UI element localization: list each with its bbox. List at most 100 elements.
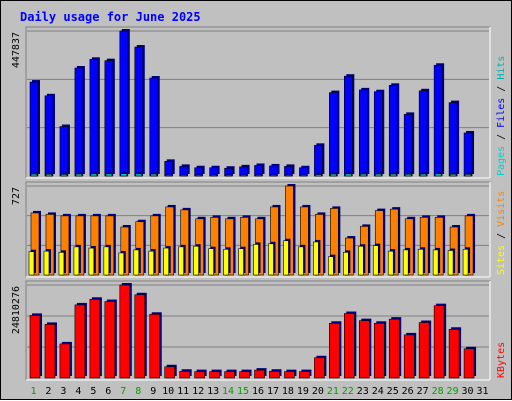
bar-sites — [253, 242, 261, 276]
bar-kbytes — [314, 355, 327, 379]
bar-sites — [103, 244, 111, 276]
legend-item: Hits — [496, 56, 507, 86]
bar-sites — [148, 249, 156, 276]
x-tick-label: 17 — [267, 386, 279, 397]
bars-kbytes — [29, 283, 477, 379]
bar-pages — [315, 172, 324, 177]
bar-kbytes — [29, 313, 42, 379]
bar-kbytes — [224, 369, 237, 379]
x-tick-label: 9 — [150, 386, 156, 397]
bar-sites — [283, 238, 291, 276]
legend-item: Sites — [496, 245, 507, 275]
x-tick-label: 6 — [105, 386, 111, 397]
bar-kbytes — [209, 369, 222, 379]
bar-kbytes — [239, 369, 252, 379]
bar-files — [134, 45, 145, 177]
bar-pages — [105, 171, 114, 177]
chart-title: Daily usage for June 2025 — [20, 10, 201, 24]
bar-kbytes — [74, 302, 87, 379]
x-axis-labels: 1 2 3 4 5 6 7 8 9 10 11 12 13 14 15 16 17 18 19 20 21 22 23 24 2… — [30, 386, 488, 397]
bar-sites — [118, 250, 126, 276]
bar-pages — [404, 172, 414, 177]
x-tick-label: 4 — [75, 386, 81, 397]
bar-visits — [434, 215, 446, 276]
bar-sites — [447, 248, 456, 276]
legend-item: / — [496, 233, 507, 245]
bar-kbytes — [284, 369, 297, 379]
bar-pages — [285, 173, 294, 177]
bar-pages — [135, 171, 144, 177]
bar-sites — [223, 247, 231, 276]
bar-files — [388, 83, 400, 177]
bar-kbytes — [403, 332, 417, 379]
bar-kbytes — [358, 318, 372, 379]
bar-visits — [270, 204, 281, 276]
x-tick-label: 11 — [177, 386, 189, 397]
bar-files — [358, 87, 370, 177]
bar-sites — [298, 244, 306, 276]
x-tick-label: 18 — [282, 386, 294, 397]
bar-sites — [402, 247, 411, 276]
x-tick-label: 16 — [252, 386, 264, 397]
bar-sites — [208, 246, 216, 276]
bar-visits — [150, 213, 161, 276]
bar-sites — [372, 243, 381, 276]
bar-pages — [180, 173, 189, 177]
x-tick-label: 14 — [222, 386, 234, 397]
panel-hits-files-pages: 447837 Pages / Files / Hits — [11, 26, 507, 179]
max-label-kbytes: 24810276 — [11, 286, 22, 334]
bar-files — [44, 93, 55, 177]
bar-pages — [165, 173, 174, 177]
bar-pages — [270, 173, 279, 177]
bar-sites — [73, 244, 81, 276]
bar-visits — [374, 208, 386, 276]
bar-sites — [238, 246, 246, 276]
bar-sites — [343, 250, 351, 276]
bar-files — [119, 29, 130, 177]
bar-sites — [163, 246, 171, 276]
bar-kbytes — [194, 369, 207, 379]
x-tick-label: 23 — [357, 386, 369, 397]
legend-item: / — [496, 134, 507, 146]
bar-visits — [60, 213, 71, 276]
legend-item: Visits — [496, 191, 507, 233]
legend-item: Files — [496, 98, 507, 134]
bar-visits — [389, 207, 401, 276]
bar-sites — [178, 244, 186, 276]
bar-kbytes — [104, 299, 117, 379]
legend-item: KBytes — [496, 342, 507, 378]
bar-visits — [404, 216, 416, 276]
bar-visits — [45, 212, 56, 276]
x-tick-label: 28 — [432, 386, 444, 397]
x-tick-label: 22 — [342, 386, 354, 397]
bar-files — [373, 89, 385, 177]
bar-pages — [330, 172, 339, 177]
bar-visits — [165, 204, 176, 276]
x-tick-label: 19 — [297, 386, 309, 397]
bar-kbytes — [44, 322, 57, 379]
bar-kbytes — [433, 303, 447, 379]
bar-sites — [268, 241, 276, 276]
bar-kbytes — [254, 368, 267, 379]
bar-kbytes — [89, 297, 102, 379]
bar-pages — [75, 172, 84, 177]
x-tick-label: 20 — [312, 386, 324, 397]
bar-pages — [45, 172, 54, 177]
legend-item: / — [496, 86, 507, 98]
panel-visits-sites: 727 Sites / Visits — [11, 181, 507, 278]
bar-visits — [180, 207, 191, 276]
bar-files — [448, 100, 460, 177]
x-tick-label: 1 — [30, 386, 36, 397]
x-tick-label: 30 — [462, 386, 474, 397]
bar-kbytes — [149, 312, 162, 379]
bar-sites — [328, 254, 336, 276]
bar-visits — [300, 204, 311, 276]
x-tick-label: 31 — [476, 386, 488, 397]
x-tick-label: 12 — [192, 386, 204, 397]
bar-pages — [434, 171, 444, 177]
bar-pages — [195, 173, 204, 177]
bar-sites — [58, 250, 66, 276]
bar-visits — [30, 210, 41, 276]
bar-sites — [417, 247, 426, 276]
bar-sites — [133, 247, 141, 276]
